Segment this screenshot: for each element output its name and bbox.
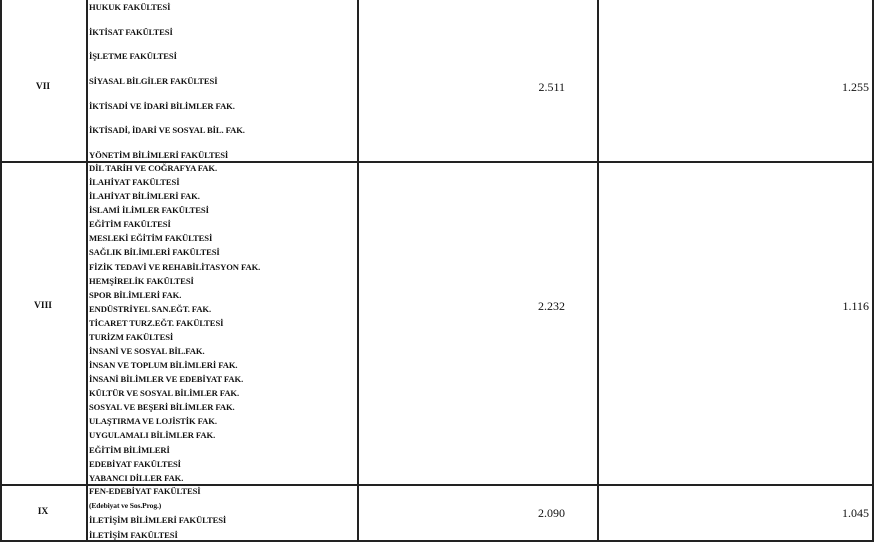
faculty-name: UYGULAMALI BİLİMLER FAK. [89,430,216,441]
faculty-name: ENDÜSTRİYEL SAN.EĞT. FAK. [89,303,212,314]
faculty-name: ULAŞTIRMA VE LOJİSTİK FAK. [89,416,217,427]
faculty-name: FİZİK TEDAVİ VE REHABİLİTASYON FAK. [89,261,261,272]
value-1: 2.511 [538,80,565,94]
faculty-name: SİYASAL BİLGİLER FAKÜLTESİ [89,75,218,86]
faculty-name: MESLEKİ EĞİTİM FAKÜLTESİ [89,233,213,244]
faculty-name: İNSAN VE TOPLUM BİLİMLERİ FAK. [89,360,238,371]
faculty-name: DİL TARİH VE COĞRAFYA FAK. [89,163,217,173]
table-row: VII HUKUK FAKÜLTESİ İKTİSAT FAKÜLTESİ İŞLE… [0,0,875,161]
faculty-name: İLAHİYAT BİLİMLERİ FAK. [89,191,200,202]
faculty-name: EĞİTİM FAKÜLTESİ [89,219,171,230]
value-1: 2.090 [538,506,565,520]
row-divider [0,161,874,163]
column-divider [357,0,359,541]
faculty-list: DİL TARİH VE COĞRAFYA FAK. İLAHİYAT FAKÜL… [89,163,355,483]
value-1: 2.232 [538,299,565,313]
faculty-name: YÖNETİM BİLİMLERİ FAKÜLTESİ [89,149,229,160]
group-label: VIII [34,301,52,311]
value-2: 1.045 [842,506,869,520]
faculty-name: İKTİSADİ VE İDARİ BİLİMLER FAK. [89,100,235,111]
column-divider [597,0,599,541]
faculty-name: İLAHİYAT FAKÜLTESİ [89,177,180,188]
faculty-name: İNSANİ VE SOSYAL BİL.FAK. [89,346,205,357]
faculty-name: İLETİŞİM FAKÜLTESİ [89,530,178,540]
row-divider [0,484,874,486]
faculty-name: SPOR BİLİMLERİ FAK. [89,289,182,300]
faculty-name: (Edebiyat ve Sos.Prog.) [89,501,162,510]
faculty-name: İKTİSADİ, İDARİ VE SOSYAL BİL. FAK. [89,125,245,136]
faculty-name: TİCARET TURZ.EĞT. FAKÜLTESİ [89,317,224,328]
faculty-name: İNSANİ BİLİMLER VE EDEBİYAT FAK. [89,374,244,385]
faculty-name: İKTİSAT FAKÜLTESİ [89,26,173,37]
table-row: IX FEN-EDEBİYAT FAKÜLTESİ (Edebiyat ve So… [0,484,875,540]
faculty-name: SAĞLIK BİLİMLERİ FAKÜLTESİ [89,247,220,258]
faculty-name: İŞLETME FAKÜLTESİ [89,51,177,62]
table-border-right [872,0,874,541]
faculty-name: İLETİŞİM BİLİMLERİ FAKÜLTESİ [89,515,227,525]
value-2: 1.116 [842,299,869,313]
column-divider [86,0,88,541]
faculty-name: HEMŞİRELİK FAKÜLTESİ [89,275,194,286]
faculty-name: EDEBİYAT FAKÜLTESİ [89,458,181,469]
faculty-list: FEN-EDEBİYAT FAKÜLTESİ (Edebiyat ve Sos.P… [89,486,355,540]
group-label: VII [35,82,51,92]
group-label: IX [37,507,49,517]
faculty-list: HUKUK FAKÜLTESİ İKTİSAT FAKÜLTESİ İŞLETME … [89,2,355,160]
faculty-name: EĞİTİM BİLİMLERİ [89,444,170,455]
table-border-left [0,0,2,541]
faculty-name: HUKUK FAKÜLTESİ [89,2,171,12]
value-2: 1.255 [842,80,869,94]
faculty-name: KÜLTÜR VE SOSYAL BİLİMLER FAK. [89,388,240,399]
table-row: VIII DİL TARİH VE COĞRAFYA FAK. İLAHİYAT … [0,161,875,484]
faculty-name: FEN-EDEBİYAT FAKÜLTESİ [89,486,201,496]
table-border-bottom [0,540,874,542]
faculty-name: YABANCI DİLLER FAK. [89,472,184,483]
faculty-name: İSLAMİ İLİMLER FAKÜLTESİ [89,205,209,216]
faculty-name: SOSYAL VE BEŞERİ BİLİMLER FAK. [89,402,235,413]
faculty-name: TURİZM FAKÜLTESİ [89,331,174,342]
